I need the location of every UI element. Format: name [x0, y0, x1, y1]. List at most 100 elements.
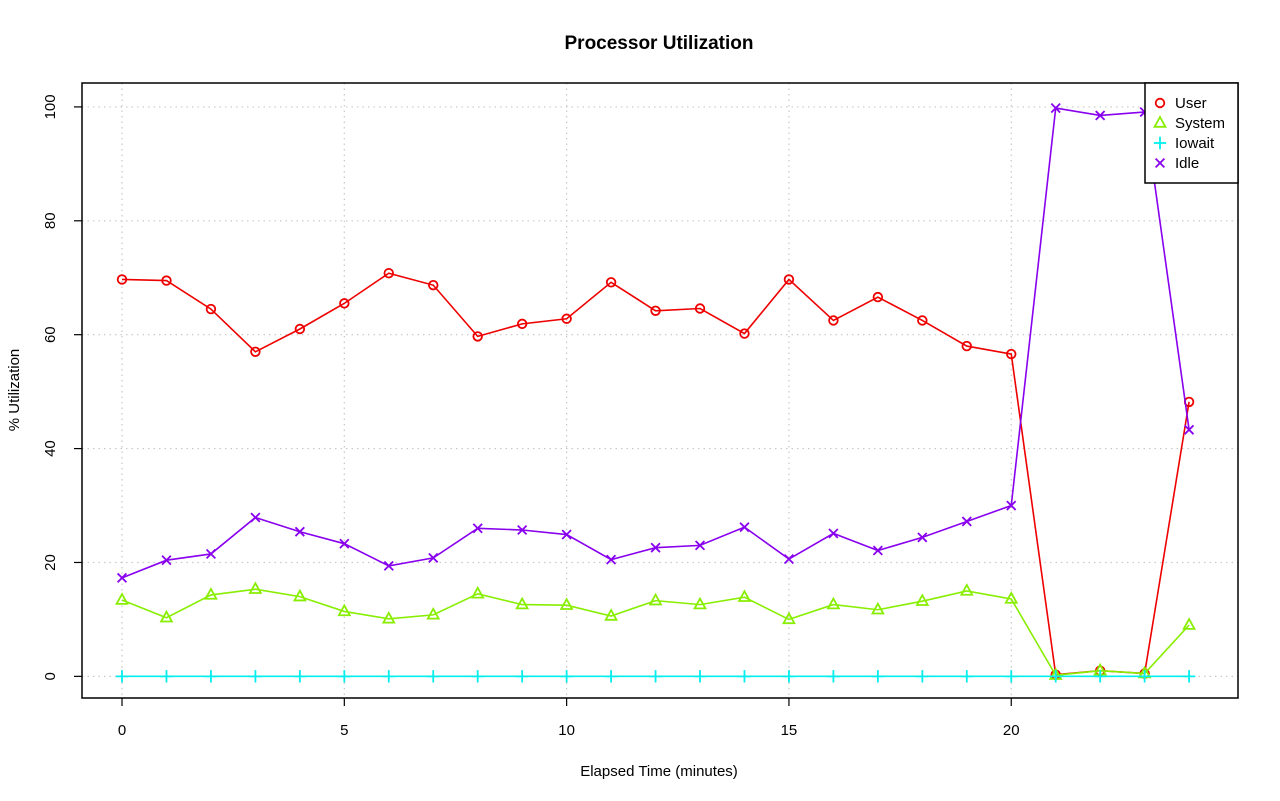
- iowait-point: [293, 670, 307, 683]
- idle-point: [339, 538, 350, 549]
- iowait-point: [204, 670, 218, 683]
- user-point: [872, 291, 884, 303]
- x-axis-label: Elapsed Time (minutes): [580, 763, 738, 780]
- system-point: [915, 593, 930, 606]
- idle-point: [1095, 110, 1106, 121]
- iowait-point: [1093, 670, 1107, 683]
- series-iowait: [115, 670, 1196, 683]
- iowait-point: [471, 670, 484, 683]
- idle-point: [116, 572, 128, 583]
- x-tick-label: 0: [118, 722, 126, 739]
- iowait-point: [249, 670, 262, 683]
- legend-user-marker: [1154, 97, 1166, 109]
- user-point: [294, 323, 306, 335]
- user-point: [561, 313, 572, 324]
- y-axis-label: % Utilization: [6, 349, 23, 432]
- iowait-point: [827, 670, 840, 683]
- iowait-point: [427, 670, 440, 683]
- y-tick-label: 100: [42, 94, 59, 119]
- user-point: [339, 298, 350, 309]
- user-point: [828, 315, 839, 326]
- idle-point: [606, 554, 617, 565]
- iowait-point: [515, 670, 529, 683]
- idle-point: [383, 560, 394, 571]
- data-series: [115, 103, 1197, 683]
- iowait-point: [382, 670, 395, 683]
- idle-line: [121, 107, 1190, 579]
- system-point: [381, 610, 396, 624]
- idle-point: [1006, 500, 1017, 511]
- user-point: [650, 305, 661, 316]
- user-point: [428, 279, 439, 291]
- user-point: [472, 331, 483, 342]
- legend-system-marker: [1153, 115, 1167, 128]
- legend-item-system: System: [1153, 115, 1225, 132]
- idle-point: [428, 552, 439, 563]
- idle-point: [205, 548, 216, 559]
- system-point: [782, 611, 796, 625]
- idle-point: [250, 512, 261, 523]
- x-tick-label: 15: [781, 722, 798, 739]
- iowait-point: [1182, 670, 1196, 683]
- system-point: [737, 589, 752, 602]
- iowait-point: [604, 670, 618, 683]
- idle-point: [161, 555, 172, 566]
- idle-point: [694, 540, 706, 551]
- legend: User System Iowait Idle: [1144, 82, 1239, 184]
- iowait-point: [115, 670, 129, 683]
- iowait-point: [916, 670, 929, 683]
- system-point: [1182, 617, 1197, 630]
- system-point: [426, 606, 441, 620]
- legend-item-user: User: [1154, 95, 1207, 112]
- iowait-point: [560, 670, 573, 683]
- legend-item-iowait: Iowait: [1153, 135, 1215, 152]
- iowait-point: [782, 670, 796, 683]
- y-tick-label: 80: [42, 212, 59, 229]
- iowait-point: [338, 670, 351, 683]
- idle-point: [294, 526, 305, 537]
- system-point: [337, 603, 352, 617]
- user-point: [250, 346, 261, 357]
- iowait-point: [871, 670, 885, 683]
- user-point: [383, 267, 394, 279]
- legend-idle-marker: [1154, 157, 1166, 169]
- y-tick-label: 60: [42, 326, 59, 343]
- system-point: [648, 592, 663, 606]
- legend-item-idle: Idle: [1154, 155, 1199, 172]
- user-point: [694, 303, 706, 314]
- user-point: [739, 328, 750, 339]
- system-point: [959, 583, 974, 596]
- legend-iowait-marker: [1153, 136, 1167, 150]
- legend-system-label: System: [1175, 115, 1225, 132]
- series-idle: [116, 103, 1195, 583]
- system-point: [515, 596, 530, 610]
- iowait-point: [1005, 670, 1018, 683]
- system-line: [121, 588, 1190, 677]
- idle-point: [1184, 424, 1195, 435]
- user-point: [961, 340, 972, 352]
- idle-point: [739, 522, 750, 533]
- system-point: [159, 609, 174, 623]
- legend-iowait-label: Iowait: [1175, 135, 1215, 152]
- x-tick-label: 5: [340, 722, 348, 739]
- system-point: [559, 597, 574, 610]
- idle-point: [650, 542, 661, 553]
- iowait-point: [960, 670, 973, 683]
- user-point: [605, 277, 617, 288]
- idle-point: [561, 529, 572, 540]
- iowait-point: [1049, 670, 1062, 683]
- idle-point: [961, 516, 972, 527]
- series-system: [115, 581, 1197, 680]
- system-point: [826, 596, 841, 610]
- system-point: [604, 608, 619, 621]
- axes: 0 5 10 15 20 0 20 40 60 80 100: [42, 94, 1020, 739]
- system-point: [693, 596, 707, 610]
- x-tick-label: 10: [558, 722, 575, 739]
- iowait-point: [693, 670, 707, 683]
- system-point: [204, 587, 218, 600]
- grid-lines: [82, 83, 1238, 698]
- system-point: [870, 601, 885, 615]
- system-point: [1004, 591, 1019, 604]
- y-tick-label: 20: [42, 554, 59, 571]
